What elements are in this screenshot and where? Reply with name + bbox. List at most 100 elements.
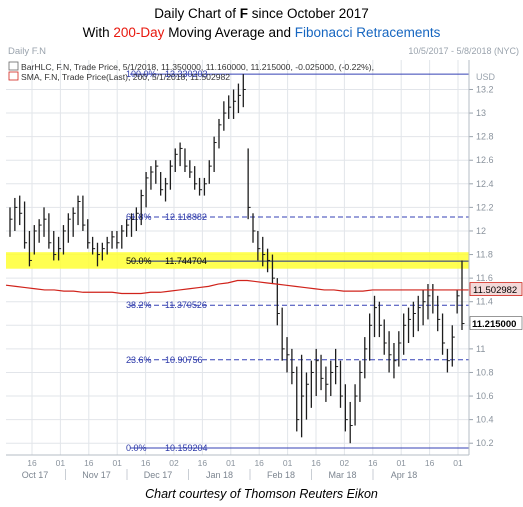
title-text-d: With xyxy=(82,25,114,40)
price-bar xyxy=(300,354,305,438)
price-bar xyxy=(19,195,23,226)
price-bar xyxy=(67,213,71,243)
x-month-label: Oct 17 xyxy=(22,470,49,480)
legend-sma-text: SMA, F.N, Trade Price(Last), 200, 5/1/20… xyxy=(21,72,230,82)
price-bar xyxy=(38,219,42,243)
price-bar xyxy=(325,366,329,402)
y-tick-label: 12.2 xyxy=(476,202,494,212)
fib-value-label: 12.118882 xyxy=(165,212,207,222)
price-bar xyxy=(130,213,135,237)
price-bar xyxy=(257,230,261,261)
legend-sma-icon xyxy=(8,71,19,81)
price-bar xyxy=(223,101,227,131)
price-bar xyxy=(57,236,62,261)
title-ticker: F xyxy=(239,6,248,21)
price-bar xyxy=(344,384,348,432)
title-text-c: since October 2017 xyxy=(247,6,369,21)
price-bar xyxy=(369,313,373,361)
price-bar xyxy=(198,177,203,196)
price-bar xyxy=(330,360,334,397)
fib-pct-label: 0.0% xyxy=(126,443,147,453)
chart-title-line2: With 200-Day Moving Average and Fibonacc… xyxy=(0,25,523,40)
price-bar xyxy=(276,278,280,326)
price-bar xyxy=(164,177,169,202)
price-bar xyxy=(87,219,91,249)
price-bar xyxy=(398,331,402,367)
price-value-text: 11.215000 xyxy=(472,319,516,330)
price-bar xyxy=(461,260,465,331)
sma-value-flag xyxy=(469,282,523,296)
date-range: 10/5/2017 - 5/8/2018 (NYC) xyxy=(408,46,519,56)
price-bar xyxy=(106,236,110,255)
x-day-label: 01 xyxy=(396,458,406,468)
chart-caption: Chart courtesy of Thomson Reuters Eikon xyxy=(145,487,378,501)
price-bar xyxy=(179,142,183,167)
x-month-label: Dec 17 xyxy=(144,470,173,480)
y-tick-label: 13.2 xyxy=(476,84,494,94)
price-bar xyxy=(252,213,256,243)
price-bar xyxy=(140,189,144,226)
price-bar xyxy=(286,337,290,373)
fib-pct-label: 50.0% xyxy=(126,256,152,266)
price-bars xyxy=(9,74,465,444)
legend: BarHLC, F.N, Trade Price, 5/1/2018, 11.3… xyxy=(8,61,374,82)
price-bar xyxy=(101,242,105,261)
price-bar xyxy=(310,360,314,408)
price-bar xyxy=(33,225,37,255)
price-bar xyxy=(247,148,251,220)
price-bar xyxy=(237,83,241,114)
price-bar xyxy=(412,301,416,338)
price-bar xyxy=(373,295,378,338)
price-bar xyxy=(96,242,100,267)
price-bar xyxy=(339,360,343,408)
x-month-label: Nov 17 xyxy=(82,470,111,480)
price-bar xyxy=(266,248,271,273)
y-tick-label: 11 xyxy=(476,344,485,354)
price-bar xyxy=(403,313,407,355)
price-bar xyxy=(271,254,275,285)
x-day-label: 01 xyxy=(453,458,463,468)
title-200day: 200-Day xyxy=(113,25,165,40)
price-bar xyxy=(82,195,86,231)
price-bar xyxy=(28,230,32,267)
y-tick-label: 11.6 xyxy=(476,273,493,283)
x-day-label: 02 xyxy=(169,458,179,468)
y-tick-label: 12 xyxy=(476,226,486,236)
y-tick-label: 10.2 xyxy=(476,438,494,448)
x-day-label: 16 xyxy=(368,458,378,468)
price-bar xyxy=(150,166,154,190)
price-bar xyxy=(422,289,426,326)
fib-pct-label: 61.8% xyxy=(126,212,152,222)
x-day-label: 16 xyxy=(254,458,264,468)
price-bar xyxy=(291,348,295,385)
x-axis: 16 01 16 01 16 02 16 01 16 01 16 02 16 01 16 01 Oct 17 No… xyxy=(6,454,469,480)
price-bar xyxy=(23,201,28,249)
title-fibonacci: Fibonacci Retracements xyxy=(294,25,441,40)
title-text-e: Moving Average and xyxy=(164,25,295,40)
price-bar xyxy=(77,195,81,226)
price-bar xyxy=(364,337,368,379)
y-tick-label: 11.8 xyxy=(476,250,493,260)
price-bar xyxy=(203,177,207,196)
fib-lines: 100.0% 13.330203 61.8% 12.118882 50.0% 11.744… xyxy=(126,69,469,453)
x-day-label: 01 xyxy=(226,458,236,468)
y-tick-label: 12.8 xyxy=(476,132,494,142)
sma-200-line xyxy=(5,279,469,295)
currency-label: USD xyxy=(476,72,496,82)
price-bar xyxy=(281,307,285,361)
price-bar xyxy=(334,348,339,385)
price-bar xyxy=(125,219,130,237)
price-bar xyxy=(189,160,193,178)
legend-bar-icon xyxy=(8,61,19,71)
x-month-label: Mar 18 xyxy=(328,470,356,480)
price-bar xyxy=(437,295,441,332)
price-bar xyxy=(393,342,397,379)
y-tick-label: 10.4 xyxy=(476,415,494,425)
fib-value-label: 10.159204 xyxy=(165,443,208,453)
price-bar xyxy=(135,207,139,231)
x-day-label: 01 xyxy=(283,458,293,468)
fib-pct-label: 38.2% xyxy=(126,300,152,310)
price-bar xyxy=(9,207,13,237)
price-bar xyxy=(145,172,149,208)
y-tick-label: 12.4 xyxy=(476,179,494,189)
